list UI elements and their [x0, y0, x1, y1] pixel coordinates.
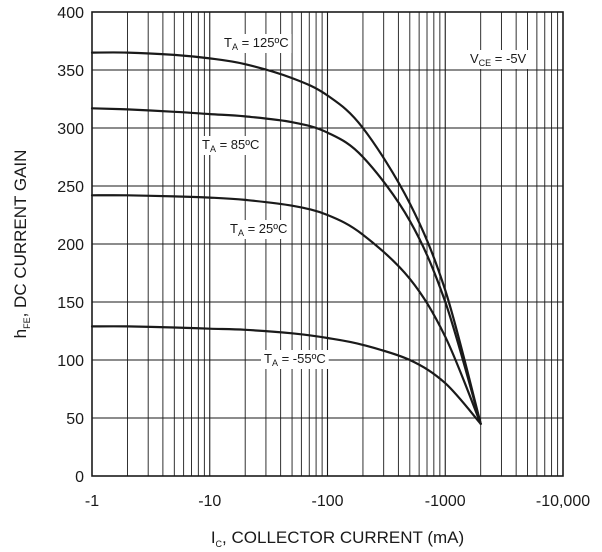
curve-label-sub: A [232, 42, 238, 52]
curve-label-rest: = 25ºC [244, 221, 287, 236]
label-ta-minus55c: TA = -55ºC [264, 351, 326, 368]
label-ta-85c: TA = 85ºC [202, 137, 259, 154]
label-ta-25c-group: TA = 25ºC [227, 220, 291, 239]
y-tick-label: 200 [57, 237, 84, 254]
label-ta-125c: TA = 125ºC [224, 35, 289, 52]
label-ta-125c-background [221, 34, 292, 53]
y-tick-label: 100 [57, 353, 84, 370]
curve-label-sub: A [272, 358, 278, 368]
curve-label-sub: A [210, 144, 216, 154]
curve-ta-85c [90, 107, 482, 425]
y-axis-title: hFE, DC CURRENT GAIN [11, 150, 32, 339]
y-tick-label: 0 [75, 469, 84, 486]
curve-label-rest: = -55ºC [278, 351, 326, 366]
x-axis-title: IC, COLLECTOR CURRENT (mA) [211, 528, 464, 549]
y-tick-label: 150 [57, 295, 84, 312]
vce-annotation-rest: = -5V [491, 51, 526, 66]
grid [92, 12, 563, 476]
curve-label-sub: A [238, 228, 244, 238]
x-tick-label: -10 [198, 493, 221, 510]
vce-annotation-background [467, 50, 530, 69]
label-ta-25c: TA = 25ºC [230, 221, 287, 238]
plot-frame [91, 11, 564, 477]
vce-annotation-group: VCE = -5V [467, 50, 530, 69]
vce-annotation-sub: CE [479, 58, 492, 68]
curve-label-main: T [224, 35, 232, 50]
x-axis-title-sub: C [216, 539, 223, 549]
y-axis-title-main: h [11, 329, 30, 338]
x-tick-labels: -1 -10 -100 -1000 -10,000 [85, 493, 590, 510]
x-tick-label: -1 [85, 493, 99, 510]
y-tick-label: 300 [57, 121, 84, 138]
vce-annotation-main: V [470, 51, 479, 66]
y-tick-label: 400 [57, 5, 84, 22]
label-ta-85c-group: TA = 85ºC [199, 136, 263, 155]
x-axis-title-main: I [211, 528, 216, 547]
label-ta-minus55c-group: TA = -55ºC [261, 350, 329, 369]
curve-ta-minus55c [90, 325, 482, 425]
x-tick-label: -1000 [425, 493, 466, 510]
x-tick-label: -10,000 [536, 493, 590, 510]
x-axis-title-rest: , COLLECTOR CURRENT (mA) [222, 528, 464, 547]
y-axis-title-rest: , DC CURRENT GAIN [11, 150, 30, 318]
vce-annotation: VCE = -5V [470, 51, 527, 68]
label-ta-25c-background [227, 220, 291, 239]
curve-label-main: T [230, 221, 238, 236]
y-tick-label: 350 [57, 63, 84, 80]
curve-label-main: T [202, 137, 210, 152]
curve-ta-25c [90, 194, 482, 425]
curve-label-rest: = 125ºC [238, 35, 289, 50]
label-ta-125c-group: TA = 125ºC [221, 34, 292, 53]
curves [90, 51, 482, 425]
curve-label-rest: = 85ºC [216, 137, 259, 152]
x-tick-label: -100 [311, 493, 343, 510]
label-ta-minus55c-background [261, 350, 329, 369]
curve-ta-125c [90, 51, 482, 425]
y-tick-labels: 0 50 100 150 200 250 300 350 400 [57, 5, 84, 486]
curve-label-main: T [264, 351, 272, 366]
y-tick-label: 50 [66, 411, 84, 428]
y-axis-title-sub: FE [22, 317, 32, 329]
y-tick-label: 250 [57, 179, 84, 196]
label-ta-85c-background [199, 136, 263, 155]
